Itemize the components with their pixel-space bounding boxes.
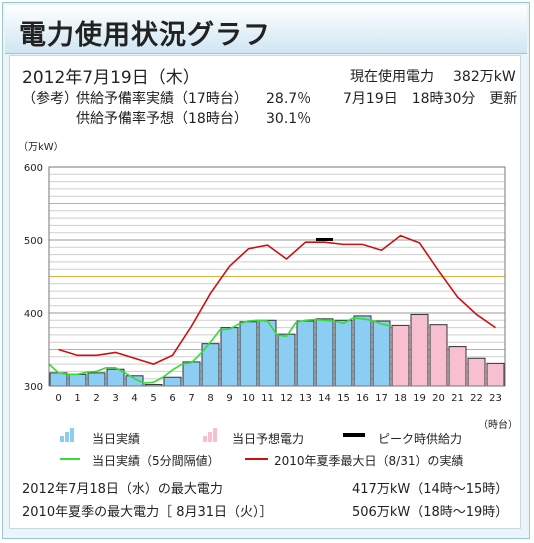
actual-bar bbox=[220, 327, 239, 387]
actual-5min-line bbox=[48, 317, 392, 384]
reference-label: （参考） bbox=[22, 91, 78, 107]
legend-actual-label: 当日実績 bbox=[92, 432, 141, 446]
actual-reserve-label: 供給予備率実績（17時台） bbox=[76, 91, 248, 107]
forecast-bar bbox=[429, 324, 448, 387]
x-tick-label: 18 bbox=[394, 393, 407, 404]
x-tick-label: 1 bbox=[74, 393, 80, 404]
legend-actual5min-label: 当日実績（5分間隔値） bbox=[92, 454, 220, 468]
page-title: 電力使用状況グラフ bbox=[19, 20, 271, 51]
x-tick-label: 9 bbox=[226, 393, 232, 404]
peak-supply-mark bbox=[316, 238, 333, 241]
x-tick-label: 7 bbox=[188, 393, 194, 404]
forecast-bar bbox=[410, 313, 429, 387]
x-tick-label: 3 bbox=[112, 393, 118, 404]
current-usage-label: 現在使用電力 bbox=[350, 69, 434, 85]
prev-day-value: 417万kW（14時～15時） bbox=[352, 482, 509, 497]
actual-bar bbox=[315, 318, 334, 387]
actual-bar bbox=[334, 319, 353, 387]
x-tick-label: 12 bbox=[280, 393, 293, 404]
x-tick-label: 8 bbox=[207, 393, 213, 404]
actual-bar bbox=[68, 373, 87, 387]
actual-bar bbox=[372, 320, 391, 387]
actual-bar bbox=[182, 361, 201, 387]
summer2010-line bbox=[58, 234, 496, 365]
chart-lines bbox=[48, 234, 496, 384]
title-bar: 電力使用状況グラフ bbox=[5, 5, 527, 54]
actual-bar bbox=[163, 376, 182, 387]
actual-bar bbox=[277, 333, 296, 387]
x-tick-label: 14 bbox=[318, 393, 331, 404]
chart-grid bbox=[49, 166, 505, 387]
current-usage-value: 382万kW bbox=[453, 69, 516, 85]
forecast-bar bbox=[467, 357, 486, 387]
actual-bar bbox=[49, 372, 68, 387]
forecast-reserve-value: 30.1％ bbox=[266, 111, 312, 127]
forecast-bar bbox=[391, 324, 410, 387]
y-axis-unit: （万kW） bbox=[18, 141, 64, 153]
x-tick-label: 5 bbox=[150, 393, 156, 404]
x-tick-label: 16 bbox=[356, 393, 369, 404]
actual-bar bbox=[296, 320, 315, 387]
x-tick-label: 10 bbox=[242, 393, 255, 404]
updated-time: 7月19日 18時30分 更新 bbox=[343, 91, 518, 107]
actual-bar bbox=[353, 315, 372, 387]
plot-border bbox=[48, 166, 506, 387]
actual-reserve-value: 28.7％ bbox=[266, 91, 312, 107]
x-tick-label: 13 bbox=[299, 393, 312, 404]
x-tick-label: 23 bbox=[489, 393, 502, 404]
chart-bars bbox=[49, 313, 505, 387]
summer-max-value: 506万kW（18時～19時） bbox=[352, 505, 509, 520]
date-label: 2012年7月19日（木） bbox=[22, 68, 200, 88]
y-tick-label: 600 bbox=[24, 163, 43, 174]
forecast-bar bbox=[486, 362, 505, 387]
x-tick-label: 20 bbox=[432, 393, 445, 404]
y-tick-label: 400 bbox=[24, 309, 43, 320]
forecast-reserve-label: 供給予備率予想（18時台） bbox=[76, 111, 248, 127]
forecast-bar bbox=[448, 346, 467, 387]
legend-forecast-label: 当日予想電力 bbox=[232, 432, 305, 446]
y-tick-label: 500 bbox=[24, 236, 43, 247]
prev-day-label: 2012年7月18日（水）の最大電力 bbox=[22, 482, 223, 497]
actual-bar bbox=[239, 321, 258, 387]
actual-bar bbox=[87, 372, 106, 387]
y-tick-label: 300 bbox=[24, 382, 43, 393]
x-tick-label: 19 bbox=[413, 393, 426, 404]
x-tick-label: 4 bbox=[131, 393, 137, 404]
x-tick-label: 11 bbox=[261, 393, 274, 404]
summer-max-label: 2010年夏季の最大電力［ 8月31日（火）］ bbox=[22, 505, 273, 520]
x-tick-label: 6 bbox=[169, 393, 175, 404]
x-tick-label: 17 bbox=[375, 393, 388, 404]
legend-peak-label: ピーク時供給力 bbox=[378, 432, 463, 446]
x-tick-label: 21 bbox=[451, 393, 464, 404]
legend-summer-label: 2010年夏季最大日（8/31）の実績 bbox=[274, 454, 464, 468]
x-axis-unit: （時台） bbox=[478, 418, 518, 431]
x-tick-label: 2 bbox=[93, 393, 99, 404]
x-tick-label: 15 bbox=[337, 393, 350, 404]
x-tick-label: 0 bbox=[55, 393, 61, 404]
x-tick-label: 22 bbox=[470, 393, 483, 404]
